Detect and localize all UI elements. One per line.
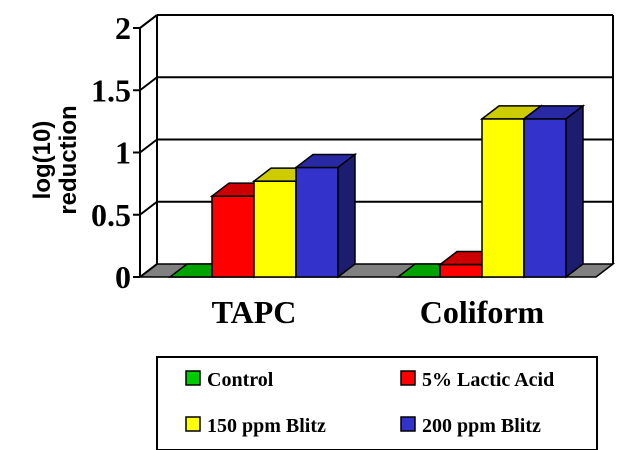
legend-swatch <box>185 416 201 432</box>
legend-label: 150 ppm Blitz <box>207 415 326 437</box>
bar-front <box>523 118 567 278</box>
y-axis-label: log(10) reduction <box>29 105 82 214</box>
y-tick-label: 1.5 <box>91 72 131 108</box>
y-axis-label-line-2: reduction <box>55 105 82 214</box>
legend-label: 200 ppm Blitz <box>422 415 541 437</box>
y-tick-label: 1 <box>115 135 131 171</box>
legend-label: 5% Lactic Acid <box>422 369 554 391</box>
bar-front <box>481 118 525 278</box>
category-label-tapc: TAPC <box>212 294 297 330</box>
y-tick-label: 0.5 <box>91 197 131 233</box>
legend: Control 5% Lactic Acid 150 ppm Blitz 200 pp… <box>156 356 598 450</box>
bar-front <box>211 195 255 278</box>
legend-swatch <box>400 370 416 386</box>
y-tick-diagonal <box>139 76 158 92</box>
y-tick-diagonal <box>139 200 158 216</box>
bar-front <box>295 166 339 278</box>
bar-side <box>337 152 356 279</box>
plot-area: TAPC Coliform 0 0.5 1 1.5 2 <box>91 10 616 330</box>
bar-side <box>565 104 584 279</box>
y-tick-diagonal <box>139 14 158 29</box>
y-tick-diagonal <box>139 263 158 278</box>
y-tick-label: 0 <box>115 259 131 295</box>
y-axis-label-line-1: log(10) <box>29 121 56 200</box>
y-tick-label: 2 <box>115 10 131 46</box>
bar-front <box>439 263 483 278</box>
legend-swatch <box>400 416 416 432</box>
legend-box <box>156 356 598 450</box>
y-tick-diagonal <box>139 138 158 154</box>
category-label-coliform: Coliform <box>420 294 545 330</box>
legend-swatch <box>185 370 201 386</box>
legend-label: Control <box>207 369 274 391</box>
bar-front <box>253 180 297 278</box>
